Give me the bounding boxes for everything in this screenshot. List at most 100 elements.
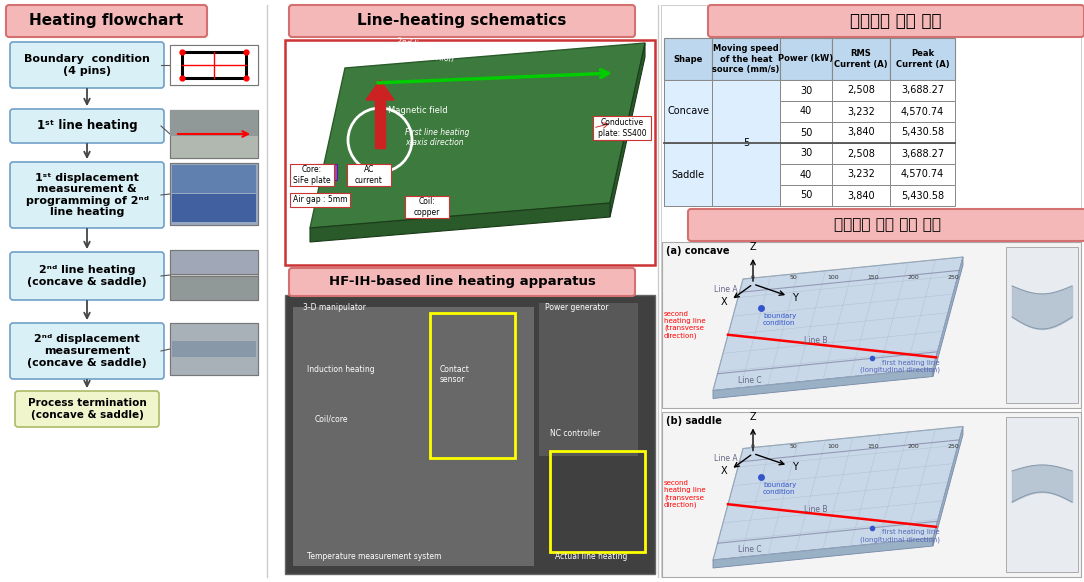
Text: 3,688.27: 3,688.27	[901, 86, 944, 95]
Bar	[664, 80, 712, 101]
Bar	[170, 250, 258, 274]
Bar	[170, 110, 258, 158]
Bar	[890, 80, 955, 101]
Text: Y: Y	[792, 463, 798, 473]
Text: HF-IH-based line heating apparatus: HF-IH-based line heating apparatus	[328, 275, 595, 289]
Bar	[291, 193, 350, 207]
Bar	[664, 185, 712, 206]
Bar	[890, 122, 955, 143]
Text: Line A: Line A	[713, 285, 737, 294]
Text: 50: 50	[789, 275, 797, 280]
Text: 5: 5	[743, 138, 749, 148]
Bar	[593, 116, 651, 140]
Text: Line-heating schematics: Line-heating schematics	[358, 13, 567, 29]
Text: 2ⁿᵈ line heating
(concave & saddle): 2ⁿᵈ line heating (concave & saddle)	[27, 265, 146, 287]
Text: 이중공률 성형 조건: 이중공률 성형 조건	[850, 12, 942, 30]
Bar	[833, 185, 890, 206]
Text: second
heating line
(transverse
direction): second heating line (transverse directio…	[664, 480, 706, 508]
Text: Line C: Line C	[737, 376, 761, 385]
FancyBboxPatch shape	[15, 391, 159, 427]
Polygon shape	[310, 43, 645, 228]
Text: 40: 40	[800, 107, 812, 116]
Bar	[170, 323, 258, 375]
FancyBboxPatch shape	[289, 268, 635, 296]
Bar	[291, 164, 334, 186]
Text: 3-D manipulator: 3-D manipulator	[304, 303, 366, 312]
Text: AC
current: AC current	[356, 165, 383, 184]
Text: 50: 50	[800, 190, 812, 201]
Text: 250: 250	[947, 275, 959, 280]
Bar	[780, 80, 833, 101]
Bar	[550, 451, 645, 552]
Text: Peak
Current (A): Peak Current (A)	[895, 49, 950, 69]
Polygon shape	[310, 203, 610, 242]
Bar	[712, 122, 780, 143]
Bar	[664, 38, 712, 80]
Bar	[712, 143, 780, 164]
Bar	[664, 122, 712, 143]
Bar	[172, 341, 256, 357]
Text: 200: 200	[907, 445, 919, 449]
Text: X: X	[721, 467, 727, 477]
Text: Line A: Line A	[713, 455, 737, 463]
FancyBboxPatch shape	[10, 42, 164, 88]
Text: Magnetic field: Magnetic field	[388, 106, 448, 115]
Text: 40: 40	[800, 169, 812, 179]
Text: Line B: Line B	[803, 336, 827, 345]
Bar	[172, 194, 256, 222]
Polygon shape	[375, 98, 385, 148]
Text: 1ˢᵗ line heating: 1ˢᵗ line heating	[37, 119, 138, 133]
Text: Line B: Line B	[803, 505, 827, 514]
Text: Actual line heating: Actual line heating	[555, 552, 628, 561]
Polygon shape	[933, 257, 963, 377]
Bar	[347, 164, 391, 186]
Bar	[285, 295, 655, 574]
Text: Heating flowchart: Heating flowchart	[29, 13, 183, 29]
Text: 5,430.58: 5,430.58	[901, 190, 944, 201]
Polygon shape	[610, 43, 645, 217]
Text: 2,508: 2,508	[847, 148, 875, 158]
FancyBboxPatch shape	[10, 109, 164, 143]
Bar	[712, 38, 780, 80]
Text: first heating line
(longitudinal direction): first heating line (longitudinal directi…	[860, 360, 940, 373]
Text: Coil:
copper: Coil: copper	[414, 197, 440, 217]
Text: Coil/core: Coil/core	[315, 415, 348, 424]
Bar	[405, 196, 449, 218]
Text: Moving speed
of the heat
source (mm/s): Moving speed of the heat source (mm/s)	[712, 44, 779, 74]
Bar	[170, 110, 258, 136]
Bar	[833, 38, 890, 80]
Bar	[539, 303, 638, 456]
Bar	[430, 313, 515, 458]
Text: 2,508: 2,508	[847, 86, 875, 95]
Bar	[833, 143, 890, 164]
Text: 250: 250	[947, 445, 959, 449]
Bar	[1006, 417, 1077, 572]
Text: 3,232: 3,232	[847, 107, 875, 116]
Bar	[833, 80, 890, 101]
Text: Induction heating: Induction heating	[307, 365, 375, 374]
Polygon shape	[933, 427, 963, 546]
Bar	[890, 185, 955, 206]
Bar	[170, 323, 258, 375]
Text: Process termination
(concave & saddle): Process termination (concave & saddle)	[27, 398, 146, 420]
Bar	[890, 164, 955, 185]
Bar	[661, 5, 1081, 577]
Text: 0: 0	[751, 445, 754, 449]
Bar	[780, 164, 833, 185]
Bar	[780, 143, 833, 164]
Text: 2ⁿᵈ displacement
measurement
(concave & saddle): 2ⁿᵈ displacement measurement (concave & …	[27, 335, 146, 368]
Text: Line C: Line C	[737, 545, 761, 554]
Bar	[780, 38, 833, 80]
Text: 150: 150	[867, 445, 879, 449]
Text: Y: Y	[792, 293, 798, 303]
Bar	[890, 101, 955, 122]
Text: 4,570.74: 4,570.74	[901, 169, 944, 179]
Bar	[712, 164, 780, 185]
Bar	[170, 45, 258, 85]
Text: 5,430.58: 5,430.58	[901, 127, 944, 137]
Bar	[1006, 247, 1077, 403]
Text: 30: 30	[800, 148, 812, 158]
Bar	[664, 101, 712, 122]
Bar	[712, 101, 780, 122]
Text: 30: 30	[800, 86, 812, 95]
